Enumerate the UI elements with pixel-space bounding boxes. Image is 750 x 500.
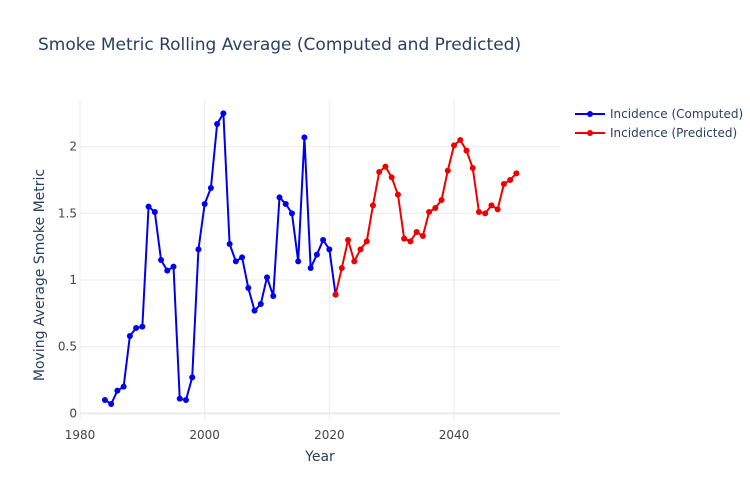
legend[interactable]: Incidence (Computed) Incidence (Predicted… — [575, 107, 743, 140]
series — [101, 110, 520, 407]
data-point[interactable] — [151, 209, 158, 215]
chart-title: Smoke Metric Rolling Average (Computed a… — [38, 35, 521, 55]
x-tick-label: 2000 — [189, 428, 220, 442]
data-point[interactable] — [145, 203, 152, 210]
data-point[interactable] — [201, 201, 208, 207]
data-point[interactable] — [457, 137, 464, 143]
data-point[interactable] — [332, 291, 339, 298]
data-point[interactable] — [494, 206, 501, 213]
legend-marker — [587, 111, 593, 117]
data-point[interactable] — [463, 147, 470, 154]
grid — [79, 100, 560, 420]
data-point[interactable] — [220, 110, 227, 117]
y-axis-ticks: 0 0.5 1 1.5 2 — [58, 140, 77, 421]
data-point[interactable] — [232, 258, 239, 265]
data-point[interactable] — [394, 191, 401, 198]
data-point[interactable] — [351, 258, 358, 265]
data-point[interactable] — [245, 285, 252, 291]
data-point[interactable] — [226, 241, 233, 247]
data-point[interactable] — [164, 267, 171, 274]
legend-item[interactable]: Incidence (Predicted) — [575, 126, 737, 140]
data-point[interactable] — [407, 238, 414, 245]
x-tick-label: 2040 — [439, 428, 470, 442]
data-point[interactable] — [139, 323, 146, 330]
y-axis-title: Moving Average Smoke Metric — [32, 169, 48, 381]
legend-label: Incidence (Computed) — [610, 107, 743, 121]
x-axis-title: Year — [304, 449, 335, 465]
data-point[interactable] — [295, 258, 302, 265]
data-point[interactable] — [482, 210, 489, 217]
data-point[interactable] — [264, 274, 271, 281]
x-tick-label: 2020 — [314, 428, 345, 442]
data-point[interactable] — [376, 169, 383, 175]
data-point[interactable] — [432, 205, 439, 211]
data-point[interactable] — [345, 237, 352, 243]
data-point[interactable] — [338, 265, 345, 271]
data-point[interactable] — [413, 229, 420, 235]
data-point[interactable] — [357, 246, 364, 253]
series-line — [104, 112, 337, 405]
data-point[interactable] — [320, 237, 327, 243]
data-point[interactable] — [282, 201, 289, 207]
series-2 — [332, 137, 520, 298]
data-point[interactable] — [257, 301, 264, 307]
data-point[interactable] — [276, 194, 283, 201]
legend-label: Incidence (Predicted) — [610, 126, 737, 140]
data-point[interactable] — [114, 387, 121, 394]
data-point[interactable] — [133, 325, 140, 331]
data-point[interactable] — [326, 246, 333, 253]
legend-item[interactable]: Incidence (Computed) — [575, 107, 743, 121]
data-point[interactable] — [101, 397, 108, 403]
series-line — [334, 139, 518, 295]
data-point[interactable] — [126, 333, 133, 339]
data-point[interactable] — [419, 233, 426, 239]
data-point[interactable] — [301, 134, 308, 141]
data-point[interactable] — [170, 263, 177, 270]
data-point[interactable] — [251, 307, 258, 314]
data-point[interactable] — [388, 174, 395, 181]
data-point[interactable] — [426, 209, 433, 215]
data-point[interactable] — [500, 181, 507, 187]
y-tick-label: 0.5 — [58, 340, 77, 354]
legend-marker — [587, 130, 593, 136]
data-point[interactable] — [451, 142, 458, 149]
y-tick-label: 1.5 — [58, 206, 77, 220]
data-point[interactable] — [475, 209, 482, 215]
data-point[interactable] — [307, 265, 314, 271]
data-point[interactable] — [401, 235, 408, 242]
data-point[interactable] — [182, 397, 189, 403]
data-point[interactable] — [382, 163, 389, 170]
data-point[interactable] — [189, 374, 196, 381]
series-1 — [101, 110, 339, 407]
x-tick-label: 1980 — [65, 428, 96, 442]
data-point[interactable] — [369, 202, 376, 209]
y-tick-label: 1 — [69, 273, 77, 287]
data-point[interactable] — [270, 293, 277, 299]
y-tick-label: 2 — [69, 140, 77, 154]
data-point[interactable] — [176, 395, 183, 402]
data-point[interactable] — [288, 210, 295, 217]
data-point[interactable] — [513, 170, 520, 177]
data-point[interactable] — [363, 238, 370, 245]
y-tick-label: 0 — [69, 406, 77, 420]
data-point[interactable] — [444, 167, 451, 174]
data-point[interactable] — [195, 246, 202, 253]
data-point[interactable] — [120, 383, 127, 390]
data-point[interactable] — [488, 202, 495, 209]
data-point[interactable] — [207, 185, 214, 191]
data-point[interactable] — [239, 254, 246, 261]
data-point[interactable] — [313, 251, 320, 258]
x-axis-ticks: 1980 2000 2020 2040 — [65, 428, 470, 442]
data-point[interactable] — [108, 401, 115, 407]
data-point[interactable] — [469, 165, 476, 171]
data-point[interactable] — [507, 177, 514, 183]
data-point[interactable] — [158, 257, 165, 263]
data-point[interactable] — [438, 197, 445, 203]
data-point[interactable] — [214, 121, 221, 127]
